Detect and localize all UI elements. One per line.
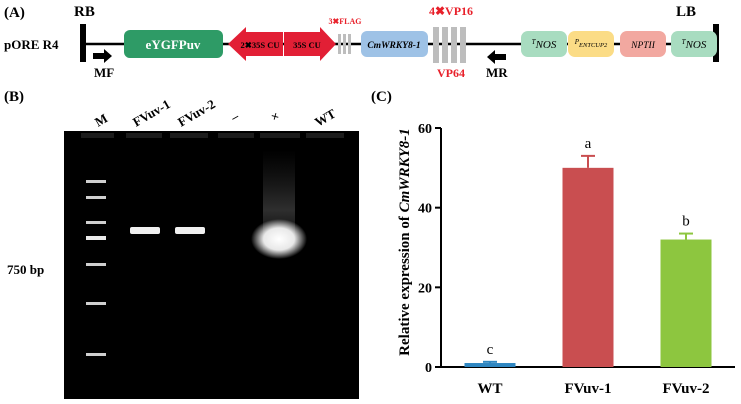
nptii-label: NPTII bbox=[630, 41, 656, 51]
bar-fvuv-2 bbox=[660, 239, 712, 367]
vp64-label: VP64 bbox=[437, 66, 465, 80]
promoter-35s-label: 35S CU bbox=[293, 40, 321, 50]
y-axis-label-gene: CmWRKY8-1 bbox=[397, 128, 413, 212]
flag-block-2 bbox=[343, 34, 346, 54]
panel-c-label: (C) bbox=[371, 89, 392, 105]
lane-label-fvuv1: FVuv-1 bbox=[130, 96, 173, 129]
significance-letter: c bbox=[487, 342, 494, 358]
ladder-band bbox=[86, 302, 106, 305]
tnos1-sup: T bbox=[532, 38, 537, 46]
vp16-block-2 bbox=[442, 27, 448, 63]
bar-fvuv-1 bbox=[562, 167, 614, 367]
mr-label: MR bbox=[486, 65, 508, 80]
marker-size-label: 750 bp bbox=[7, 262, 44, 277]
x-tick-label: WT bbox=[477, 381, 502, 397]
vector-label: pORE R4 bbox=[4, 37, 59, 52]
ladder-band bbox=[86, 180, 106, 183]
y-tick-label: 0 bbox=[425, 361, 432, 376]
ladder-band bbox=[86, 263, 106, 266]
significance-letter: b bbox=[682, 214, 690, 230]
pentcup-text: PENTCUP2 bbox=[574, 38, 608, 49]
mr-primer-arrow bbox=[487, 50, 506, 64]
y-axis-label: Relative expression of CmWRKY8-1 bbox=[397, 128, 413, 356]
band-fvuv1 bbox=[130, 227, 160, 234]
vp16-block-1 bbox=[433, 27, 439, 63]
vp16-block-4 bbox=[460, 27, 466, 63]
tnos1-text: TNOS bbox=[532, 38, 557, 51]
flag-block-1 bbox=[338, 34, 341, 54]
lane-label-m: M bbox=[92, 110, 110, 129]
flag-block-3 bbox=[348, 34, 351, 54]
y-tick-label: 60 bbox=[418, 122, 432, 137]
eygfp-label: eYGFPuv bbox=[146, 37, 201, 52]
tnos1-label: NOS bbox=[535, 39, 557, 51]
ladder-band bbox=[86, 196, 106, 199]
x-tick-label: FVuv-1 bbox=[565, 381, 612, 397]
pentcup-label: ENTCUP2 bbox=[578, 42, 608, 49]
ladder-band bbox=[86, 353, 106, 356]
panel-b-label: (B) bbox=[4, 89, 24, 105]
ladder-band bbox=[86, 221, 106, 224]
flag-label: 3✖FLAG bbox=[329, 17, 362, 26]
lane-label-negative: – bbox=[227, 108, 241, 125]
mf-primer-arrow bbox=[93, 49, 112, 63]
rb-label: RB bbox=[74, 4, 95, 20]
significance-letter: a bbox=[585, 136, 592, 152]
gel-well bbox=[260, 133, 300, 138]
lb-label: LB bbox=[676, 4, 696, 20]
tnos2-box bbox=[671, 31, 717, 57]
x-tick-label: FVuv-2 bbox=[663, 381, 710, 397]
tnos2-text: TNOS bbox=[682, 38, 707, 51]
gel-lane-labels: M FVuv-1 FVuv-2 – × WT bbox=[92, 96, 339, 129]
vp16-label: 4✖VP16 bbox=[429, 4, 473, 18]
eygfp-box bbox=[124, 30, 223, 58]
y-tick-label: 20 bbox=[418, 281, 432, 296]
lane-label-positive: × bbox=[268, 108, 282, 125]
pentcup-sup: P bbox=[574, 38, 580, 46]
gel-well bbox=[126, 133, 162, 138]
lane-label-fvuv2: FVuv-2 bbox=[175, 96, 218, 129]
lane-label-wt: WT bbox=[312, 106, 339, 130]
band-positive bbox=[251, 219, 307, 259]
gel-well bbox=[306, 133, 344, 138]
ladder-band bbox=[86, 236, 106, 240]
vp16-block-3 bbox=[451, 27, 457, 63]
expression-bar-chart: 0 20 40 60 c WT a FVuv-1 b FVuv-2 bbox=[418, 122, 735, 397]
band-fvuv2 bbox=[175, 227, 205, 234]
panel-a-label: (A) bbox=[4, 5, 25, 21]
tnos1-box bbox=[521, 31, 567, 57]
promoter-2x35s-arrow bbox=[228, 27, 283, 61]
y-axis-label-prefix: Relative expression of bbox=[397, 212, 413, 355]
gene-label: CmWRKY8-1 bbox=[367, 41, 420, 51]
gel-well bbox=[81, 133, 114, 138]
promoter-35s-arrow bbox=[284, 27, 336, 61]
bar-wt bbox=[464, 363, 516, 367]
y-tick-label: 40 bbox=[418, 202, 432, 217]
mf-label: MF bbox=[94, 65, 114, 80]
marker-ladder bbox=[86, 180, 106, 356]
gene-box bbox=[361, 31, 428, 57]
gel-well bbox=[170, 133, 208, 138]
pentcup-box bbox=[568, 31, 614, 57]
nptii-box bbox=[620, 31, 666, 57]
tnos2-label: NOS bbox=[685, 39, 707, 51]
tnos2-sup: T bbox=[682, 38, 687, 46]
promoter-2x35s-label: 2✖35S CU bbox=[240, 40, 279, 50]
gel-image bbox=[64, 131, 359, 399]
gel-well bbox=[218, 133, 254, 138]
